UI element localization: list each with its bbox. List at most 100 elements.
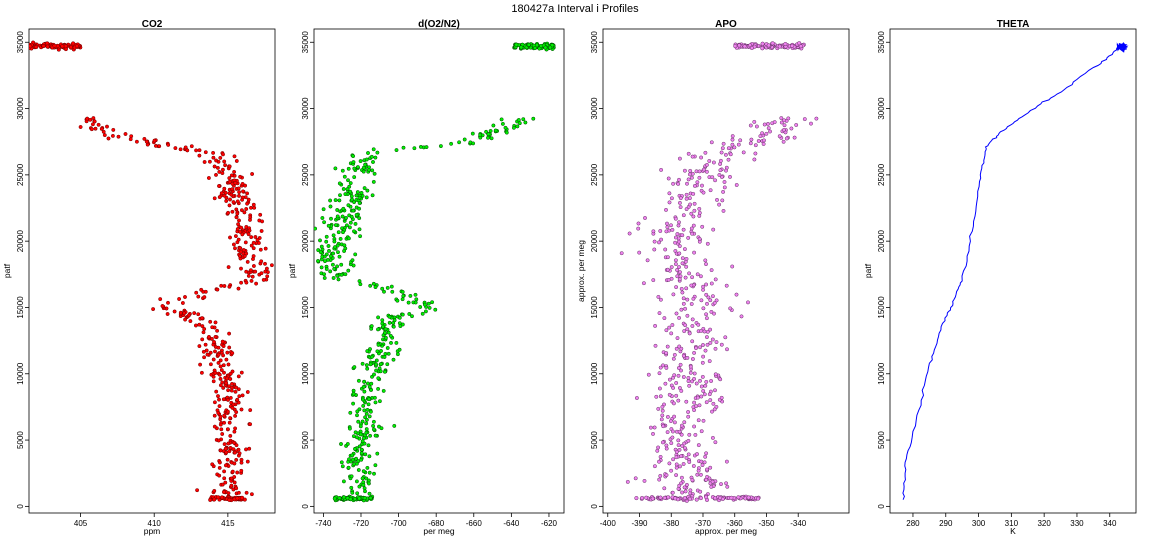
data-point (667, 377, 672, 382)
data-point (197, 148, 202, 153)
data-point (368, 409, 373, 414)
data-point (197, 153, 202, 158)
panel-frame (313, 28, 565, 514)
data-point (157, 144, 162, 149)
data-point (688, 370, 693, 375)
data-point (681, 353, 686, 358)
data-point (182, 311, 187, 316)
data-point (221, 385, 226, 390)
data-point (222, 476, 227, 481)
data-point (730, 137, 735, 142)
data-point (677, 447, 682, 452)
data-point (710, 479, 715, 484)
data-point (666, 495, 671, 500)
data-point (233, 234, 238, 239)
data-point (714, 340, 719, 345)
data-point (690, 275, 695, 280)
data-point (235, 227, 240, 232)
data-point (202, 327, 207, 331)
data-point (686, 452, 691, 457)
data-point (221, 363, 226, 368)
data-point (701, 418, 706, 423)
data-point (215, 328, 220, 333)
data-point (259, 229, 264, 233)
data-point (689, 283, 694, 288)
data-point (60, 44, 65, 49)
data-point (766, 121, 770, 126)
data-point (736, 142, 741, 147)
data-point (237, 394, 242, 399)
data-point (227, 164, 232, 169)
data-point (365, 407, 370, 412)
data-point (667, 200, 672, 205)
data-point (142, 136, 147, 141)
data-point (691, 191, 696, 196)
data-point (697, 236, 702, 241)
data-point (382, 369, 387, 374)
data-point (219, 191, 224, 196)
data-point (227, 284, 232, 289)
panel-title: APO (715, 19, 737, 30)
data-point (687, 196, 692, 201)
y-tick-label: 35000 (590, 31, 599, 54)
data-point (339, 272, 344, 277)
data-point (226, 362, 231, 367)
data-point (470, 131, 475, 136)
data-point (686, 414, 691, 419)
data-point (188, 319, 193, 324)
data-point (322, 276, 327, 280)
data-point (231, 402, 236, 407)
data-point (201, 330, 206, 335)
data-point (216, 495, 221, 500)
data-point (652, 239, 657, 244)
data-point (654, 394, 659, 399)
data-point (703, 383, 708, 388)
data-point (362, 186, 367, 191)
data-point (424, 145, 429, 150)
data-point (523, 120, 528, 125)
data-point (364, 476, 369, 481)
data-point (707, 392, 712, 397)
data-point (160, 304, 165, 308)
data-point (702, 329, 707, 334)
data-point (352, 166, 357, 171)
data-point (339, 460, 344, 465)
data-point (199, 287, 204, 292)
data-point (677, 429, 682, 434)
data-point (337, 198, 342, 203)
data-point (245, 390, 250, 394)
data-point (232, 429, 237, 434)
data-point (41, 43, 46, 49)
data-point (230, 209, 235, 214)
data-point (669, 468, 674, 473)
x-tick-label: -340 (790, 519, 807, 528)
data-point (683, 489, 688, 494)
data-point (664, 328, 669, 333)
data-point (422, 302, 427, 307)
data-point (705, 241, 710, 246)
data-point (760, 131, 765, 136)
data-point (752, 157, 757, 162)
data-point (684, 196, 689, 201)
data-point (361, 169, 366, 174)
data-point (702, 392, 707, 397)
data-point (653, 343, 658, 348)
data-point (753, 143, 758, 148)
data-point (708, 398, 713, 403)
data-point (713, 440, 718, 445)
data-point (215, 408, 220, 413)
data-point (651, 229, 656, 234)
x-tick-label: 280 (906, 519, 920, 528)
y-tick-label: 25000 (877, 163, 886, 186)
data-point (690, 357, 695, 361)
data-point (697, 403, 702, 408)
data-point (235, 470, 240, 475)
data-point (358, 424, 363, 429)
data-point (239, 208, 244, 213)
data-point (372, 471, 376, 476)
data-point (251, 246, 256, 251)
data-point (90, 122, 95, 127)
y-tick-label: 15000 (590, 296, 599, 319)
data-point (352, 365, 357, 370)
data-point (695, 395, 700, 400)
